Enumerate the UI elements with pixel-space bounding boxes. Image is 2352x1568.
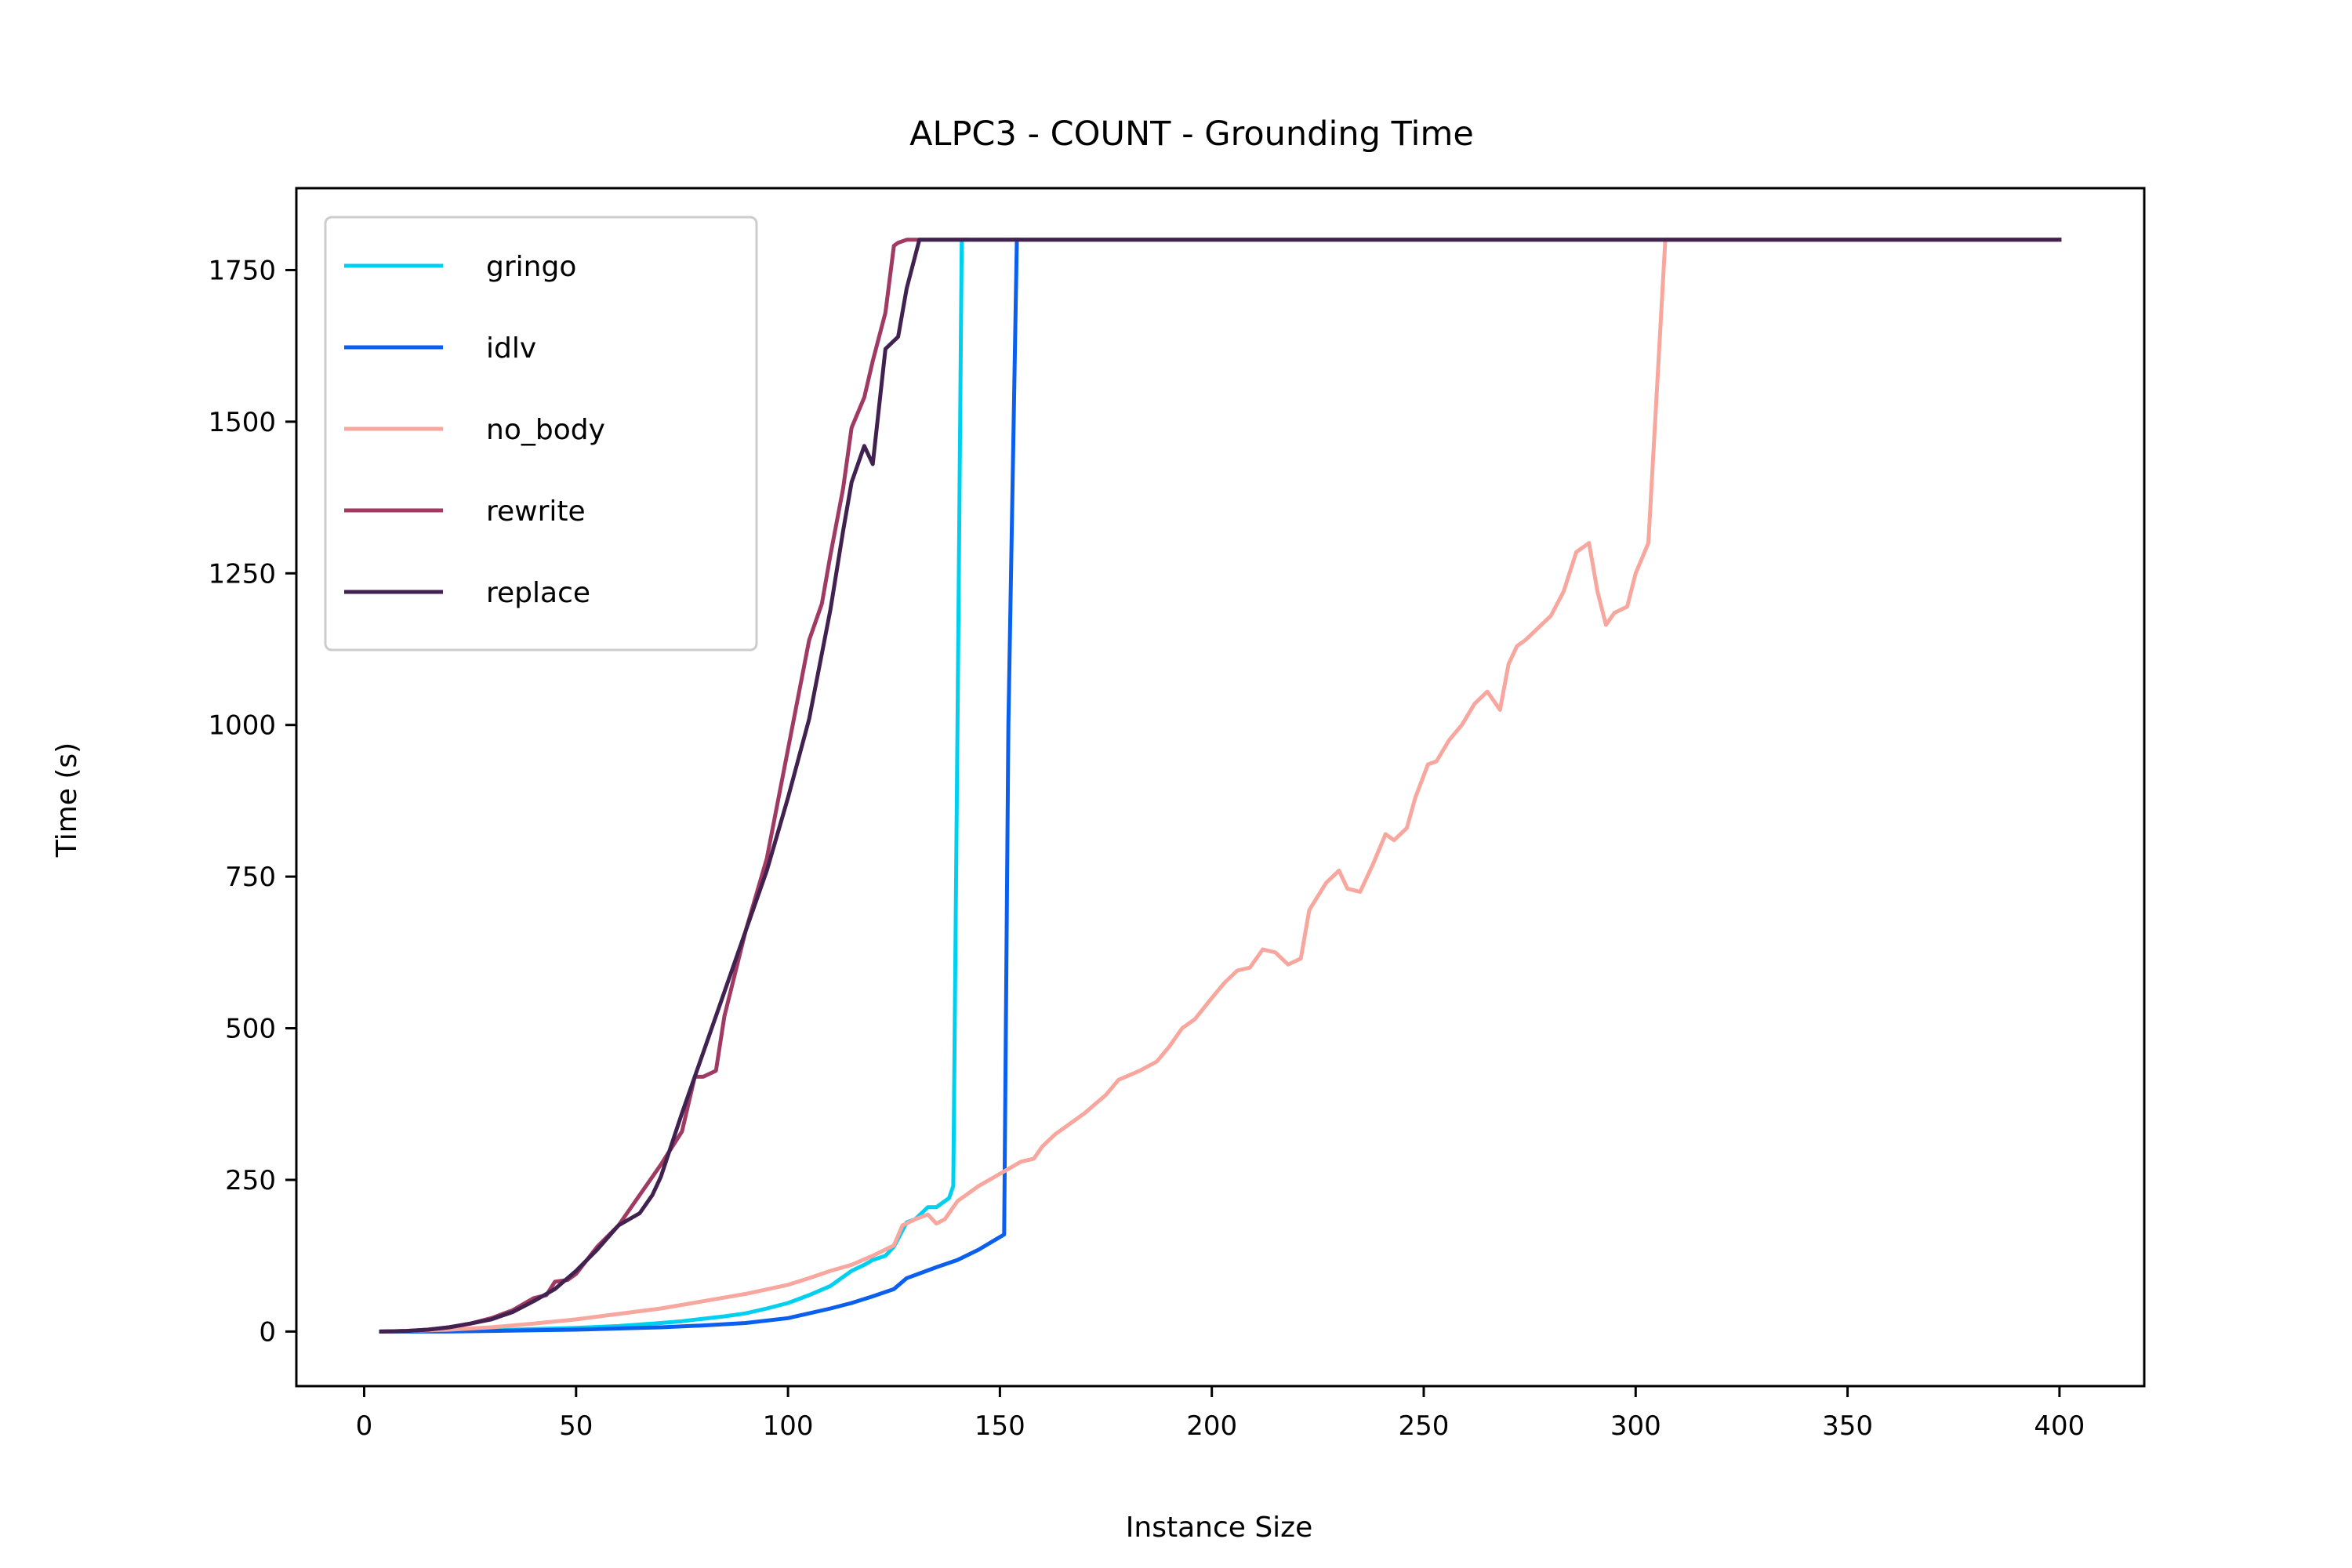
plot-area [295, 187, 2146, 1388]
series-line-no-body [379, 238, 2062, 1334]
x-tick-label: 0 [356, 1410, 373, 1442]
x-tick-label: 100 [763, 1410, 814, 1442]
y-tick-label: 750 [225, 862, 276, 893]
legend-label-no-body: no_body [486, 414, 605, 446]
y-tick-label: 0 [259, 1316, 276, 1348]
x-tick-label: 200 [1186, 1410, 1237, 1442]
x-tick-label: 400 [2034, 1410, 2085, 1442]
x-tick-label: 350 [1822, 1410, 1873, 1442]
legend-label-gringo: gringo [486, 251, 576, 283]
legend-label-rewrite: rewrite [486, 495, 586, 528]
x-tick-label: 250 [1399, 1410, 1450, 1442]
y-tick-label: 1750 [208, 255, 276, 286]
legend-box [324, 216, 758, 652]
y-tick-label: 1250 [208, 558, 276, 590]
x-tick-label: 300 [1610, 1410, 1661, 1442]
y-tick-label: 500 [225, 1014, 276, 1045]
legend-label-idlv: idlv [486, 332, 536, 365]
series-line-idlv [379, 238, 1019, 1334]
y-tick-label: 1000 [208, 710, 276, 742]
series-line-replace [379, 238, 2062, 1334]
y-axis: 0 250 500 750 1000 1250 1500 1750 [208, 255, 296, 1348]
plot-frame [295, 187, 2146, 1388]
chart-title: ALPC3 - COUNT - Grounding Time [909, 114, 1474, 154]
x-axis-label: Instance Size [1126, 1512, 1312, 1544]
y-tick-label: 1500 [208, 407, 276, 438]
legend-label-replace: replace [486, 577, 590, 609]
x-axis: 0 50 100 150 200 250 300 350 400 [356, 1386, 2085, 1442]
y-axis-label: Time (s) [51, 742, 83, 858]
x-tick-label: 150 [975, 1410, 1025, 1442]
x-tick-label: 50 [559, 1410, 593, 1442]
y-tick-label: 250 [225, 1165, 276, 1196]
